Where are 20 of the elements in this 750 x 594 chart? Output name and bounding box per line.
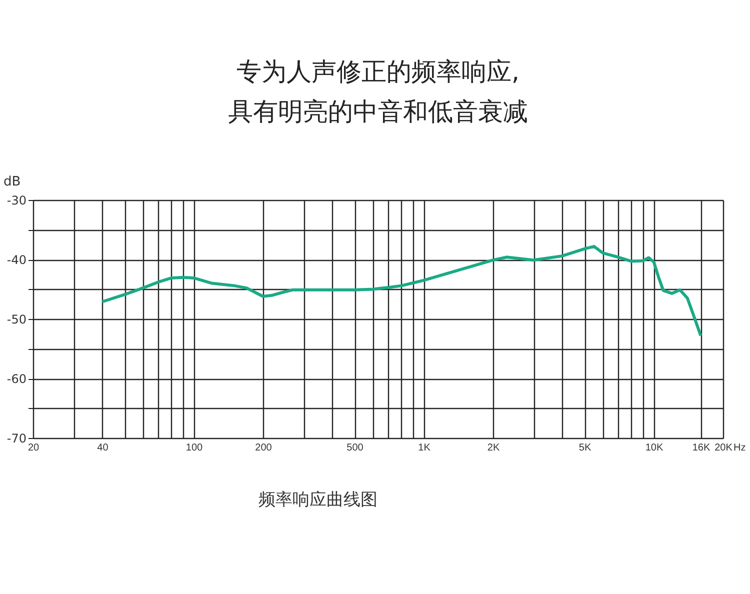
x-tick-label: 100 [186, 442, 204, 454]
x-tick-label: 1K [418, 442, 431, 454]
y-tick-label: -70 [6, 432, 26, 446]
y-axis-title: dB [4, 174, 21, 190]
chart-title: 专为人声修正的频率响应, 具有明亮的中音和低音衰减 [228, 57, 528, 126]
y-tick-label: -30 [6, 194, 26, 208]
y-tick-label: -40 [6, 253, 26, 267]
x-tick-label: 5K [578, 442, 592, 454]
y-tick-label: -60 [6, 372, 26, 386]
x-tick-label: 500 [346, 442, 364, 454]
x-tick-label: 20 [28, 442, 40, 454]
y-tick-label: -50 [6, 312, 26, 326]
x-tick-label: 40 [97, 442, 109, 454]
x-tick-label: 2K [487, 442, 500, 454]
x-tick-label: 20K [714, 442, 733, 454]
x-axis-title: Hz [734, 442, 746, 454]
text: 频率响应曲线图 [258, 490, 378, 510]
x-tick-label: 10K [645, 442, 664, 454]
x-tick-label: 16K [692, 442, 710, 454]
x-tick-label: 200 [255, 442, 272, 454]
